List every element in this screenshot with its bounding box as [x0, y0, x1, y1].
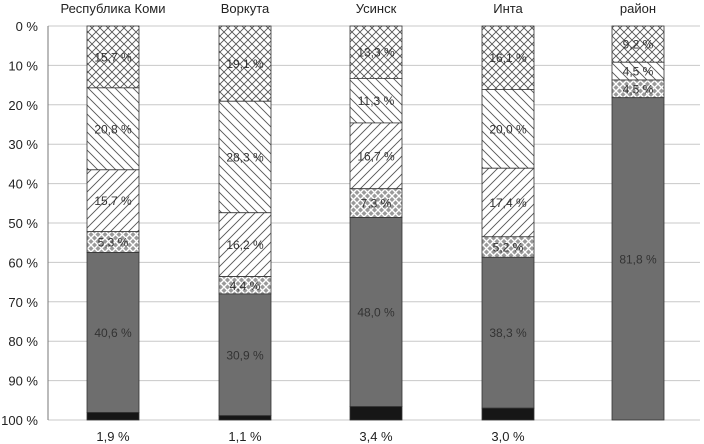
segment-value-label: 15,7 %: [94, 50, 132, 64]
y-axis-ticks: 0 % 10 % 20 % 30 % 40 % 50 % 60 % 70 % 80 % 90 % 1…: [1, 19, 38, 428]
segment-value-label: 15,7 %: [94, 194, 132, 208]
segment-value-label: 19,1 %: [226, 57, 264, 71]
segment-value-label: 5,2 %: [493, 241, 524, 255]
bar-segment: [349, 406, 403, 421]
category-label: Инта: [493, 1, 523, 16]
bottom-value-label: 1,1 %: [228, 429, 262, 444]
segment-value-label: 5,3 %: [98, 236, 129, 250]
y-tick-label: 10 %: [8, 58, 38, 73]
bar-segment: [349, 217, 403, 408]
segment-value-label: 16,1 %: [489, 51, 527, 65]
bar-segment: [349, 122, 403, 190]
segment-value-label: 4,4 %: [230, 279, 261, 293]
y-tick-label: 0 %: [16, 19, 39, 34]
bar-segment: [86, 169, 140, 233]
bar-segment: [481, 407, 535, 421]
category-label: Воркута: [221, 1, 270, 16]
bar-segment: [86, 412, 140, 421]
bar-segment: [481, 167, 535, 238]
segment-value-label: 48,0 %: [357, 306, 395, 320]
segment-value-label: 4,5 %: [623, 65, 654, 79]
bar-segment: [86, 25, 140, 89]
bars: 15,7 % 20,8 % 15,7 % 5,3 % 40,6 % 19,1 % 28,3 …: [86, 25, 665, 421]
segment-value-label: 30,9 %: [226, 348, 264, 362]
bottom-value-label: 1,9 %: [96, 429, 130, 444]
bottom-value-label: 3,0 %: [491, 429, 525, 444]
segment-value-label: 13,3 %: [357, 46, 395, 60]
bar-segment: [218, 212, 272, 277]
bottom-value-labels: 1,9 % 1,1 % 3,4 % 3,0 %: [96, 429, 525, 444]
segment-value-label: 16,2 %: [226, 238, 264, 252]
y-tick-label: 40 %: [8, 177, 38, 192]
category-labels: Республика Коми Воркута Усинск Инта район: [60, 1, 656, 16]
segment-value-label: 20,8 %: [94, 122, 132, 136]
y-tick-label: 100 %: [1, 413, 38, 428]
segment-value-label: 40,6 %: [94, 326, 132, 340]
bar-segment: [218, 415, 272, 421]
segment-value-label: 17,4 %: [489, 196, 527, 210]
bar-segment: [611, 97, 665, 421]
segment-value-label: 81,8 %: [619, 252, 657, 266]
bottom-value-label: 3,4 %: [359, 429, 393, 444]
y-tick-label: 70 %: [8, 295, 38, 310]
y-tick-label: 90 %: [8, 374, 38, 389]
bar-segment: [481, 89, 535, 169]
y-tick-label: 20 %: [8, 98, 38, 113]
segment-value-label: 9,2 %: [623, 38, 654, 52]
bar-segment: [218, 25, 272, 102]
category-label: район: [620, 1, 656, 16]
y-tick-label: 60 %: [8, 255, 38, 270]
segment-value-label: 38,3 %: [489, 326, 527, 340]
bar-segment: [218, 293, 272, 417]
y-tick-label: 80 %: [8, 334, 38, 349]
category-label: Усинск: [356, 1, 397, 16]
segment-value-label: 4,5 %: [623, 82, 654, 96]
segment-value-label: 11,3 %: [358, 94, 395, 108]
segment-value-label: 7,3 %: [361, 197, 392, 211]
bar-segment: [86, 87, 140, 171]
bar-segment: [611, 25, 665, 63]
bar-segment: [349, 78, 403, 124]
y-tick-label: 30 %: [8, 137, 38, 152]
y-tick-label: 50 %: [8, 216, 38, 231]
bar-segment: [218, 100, 272, 214]
segment-value-label: 16,7 %: [357, 149, 395, 163]
bar-segment: [481, 25, 535, 90]
category-label: Республика Коми: [60, 1, 165, 16]
segment-value-label: 28,3 %: [226, 151, 264, 165]
segment-value-label: 20,0 %: [489, 122, 527, 136]
